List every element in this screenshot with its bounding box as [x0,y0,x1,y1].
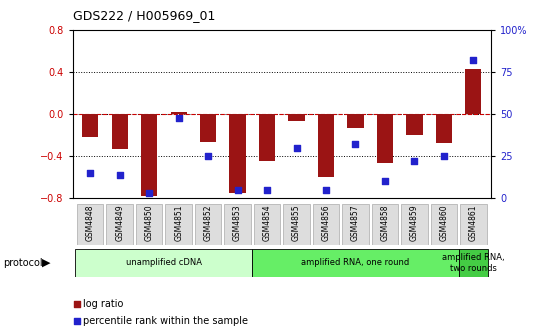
FancyBboxPatch shape [252,249,459,277]
FancyBboxPatch shape [75,249,252,277]
Point [410,159,419,164]
FancyBboxPatch shape [107,204,133,245]
Text: GSM4858: GSM4858 [381,205,389,241]
Bar [82,114,98,137]
FancyBboxPatch shape [312,204,339,245]
Text: GSM4848: GSM4848 [86,205,95,241]
Bar [318,114,334,177]
Text: GSM4853: GSM4853 [233,205,242,242]
FancyBboxPatch shape [460,204,487,245]
Point [351,142,360,147]
Text: unamplified cDNA: unamplified cDNA [126,258,202,267]
FancyBboxPatch shape [136,204,162,245]
Text: log ratio: log ratio [83,299,123,309]
Bar [171,112,187,114]
Point [86,170,95,176]
Point [321,187,330,193]
Bar [377,114,393,163]
FancyBboxPatch shape [77,204,103,245]
Bar [348,114,364,128]
Bar [112,114,128,149]
Text: percentile rank within the sample: percentile rank within the sample [83,316,248,326]
Point [292,145,301,151]
Point [145,191,153,196]
Point [174,115,183,120]
Text: GSM4861: GSM4861 [469,205,478,241]
Point [233,187,242,193]
Bar [200,114,216,141]
Point [263,187,272,193]
Bar [288,114,305,121]
Bar [141,114,157,196]
Text: GSM4855: GSM4855 [292,205,301,242]
FancyBboxPatch shape [195,204,222,245]
Bar [436,114,452,142]
Text: amplified RNA, one round: amplified RNA, one round [301,258,410,267]
FancyBboxPatch shape [372,204,398,245]
FancyBboxPatch shape [431,204,457,245]
Text: amplified RNA,
two rounds: amplified RNA, two rounds [442,253,504,272]
FancyBboxPatch shape [165,204,192,245]
FancyBboxPatch shape [224,204,251,245]
FancyBboxPatch shape [401,204,427,245]
Point [439,154,448,159]
Bar [465,69,482,114]
Text: GSM4860: GSM4860 [439,205,449,242]
Text: protocol: protocol [3,258,42,268]
Text: GSM4852: GSM4852 [204,205,213,241]
Text: GSM4857: GSM4857 [351,205,360,242]
Point [73,301,81,307]
Bar [229,114,246,193]
Text: GDS222 / H005969_01: GDS222 / H005969_01 [73,9,215,22]
Point [381,179,389,184]
FancyBboxPatch shape [459,249,488,277]
FancyBboxPatch shape [283,204,310,245]
Text: GSM4850: GSM4850 [145,205,153,242]
Point [469,58,478,63]
Text: GSM4859: GSM4859 [410,205,419,242]
Point [73,318,81,324]
Point [116,172,124,177]
Bar [406,114,422,135]
Point [204,154,213,159]
Text: GSM4849: GSM4849 [115,205,124,242]
Text: ▶: ▶ [42,258,51,268]
Text: GSM4851: GSM4851 [174,205,183,241]
Text: GSM4856: GSM4856 [321,205,330,242]
Bar [259,114,275,162]
Text: GSM4854: GSM4854 [263,205,272,242]
FancyBboxPatch shape [254,204,280,245]
FancyBboxPatch shape [342,204,369,245]
